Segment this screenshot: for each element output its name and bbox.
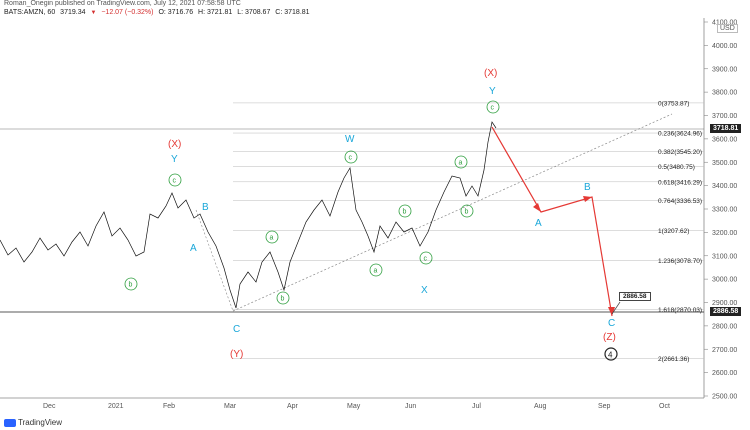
price-chart[interactable]: 4100.00 4000.00 3900.00 3800.00 3700.00 3600.… (0, 18, 750, 416)
price-axis-ticks[interactable]: 4100.00 4000.00 3900.00 3800.00 3700.00 3600.… (704, 20, 737, 401)
subwave-b4: b (465, 209, 469, 216)
fib-level-label: 0.618(3416.29) (658, 179, 702, 186)
time-tick-label: Feb (163, 403, 175, 410)
price-tick-label: 3400.00 (712, 183, 737, 190)
price-tick-label: 3000.00 (712, 277, 737, 284)
symbol-label[interactable]: BATS:AMZN, 60 (4, 9, 56, 16)
time-tick-label: May (347, 403, 361, 410)
time-axis-ticks[interactable]: Dec 2021 Feb Mar Apr May Jun Jul Aug Sep Oct (43, 403, 670, 410)
wave-label-y: Y (171, 154, 178, 165)
arrow-head-c-icon (608, 307, 615, 316)
price-series-line (0, 121, 497, 309)
wave-label-a: A (190, 243, 197, 254)
time-tick-label: 2021 (108, 403, 124, 410)
wave-label-b-proj: B (584, 182, 591, 193)
arrow-head-b-icon (583, 196, 592, 202)
brand-name: TradingView (18, 418, 63, 427)
time-tick-label: Sep (598, 403, 611, 410)
trend-line[interactable] (232, 113, 673, 312)
subwave-a2: a (374, 268, 378, 275)
subwave-c2: c (349, 155, 353, 162)
fib-retracement[interactable]: 0(3753.87) 0.236(3624.96) 0.382(3545.20) 0.… (233, 100, 704, 363)
high-price: H: 3721.81 (198, 9, 233, 16)
wave-label-b: B (202, 202, 209, 213)
tradingview-icon (4, 418, 16, 427)
price-tick-label: 4100.00 (712, 20, 737, 27)
wave-connector-line (195, 209, 234, 312)
price-tick-label: 2600.00 (712, 370, 737, 377)
price-tick-label: 3900.00 (712, 66, 737, 73)
price-callout: 2886.58 (619, 292, 651, 301)
tradingview-logo[interactable]: TradingView (4, 418, 62, 427)
wave-label-y-top: Y (489, 86, 496, 97)
fib-level-label: 0.382(3545.20) (658, 149, 702, 156)
time-tick-label: Aug (534, 403, 547, 410)
green-subwave-labels: c b a b c b a c b a c (124, 100, 500, 305)
plot-area[interactable] (0, 18, 704, 398)
time-tick-label: Mar (224, 403, 237, 410)
wave-labels: (X) Y B A C (Y) W X (X) Y A B C (Z) (168, 68, 616, 360)
close-price: C: 3718.81 (275, 9, 310, 16)
fib-level-label: 1.618(2870.03) (658, 307, 702, 314)
subwave-a1: a (270, 235, 274, 242)
time-tick-label: Apr (287, 403, 299, 410)
price-tick-label: 3100.00 (712, 253, 737, 260)
price-tick-label: 2800.00 (712, 323, 737, 330)
subwave-c4: c (491, 105, 495, 112)
price-tick-label: 2500.00 (712, 394, 737, 401)
price-tick-label: 3200.00 (712, 230, 737, 237)
publish-line: Roman_Onegin published on TradingView.co… (4, 0, 241, 7)
price-tick-label: 3500.00 (712, 160, 737, 167)
projection-path[interactable] (491, 126, 615, 317)
wave-label-x-red: (X) (168, 139, 181, 150)
fib-level-label: 0.764(3336.53) (658, 198, 702, 205)
price-tick-label: 4000.00 (712, 43, 737, 50)
subwave-c3: c (424, 256, 428, 263)
fib-level-label: 1(3207.62) (658, 228, 689, 235)
price-tick-label: 3300.00 (712, 207, 737, 214)
currency-label[interactable]: USD (717, 24, 738, 33)
time-tick-label: Jun (405, 403, 416, 410)
wave-label-c-proj: C (608, 318, 615, 329)
price-tick-label: 3700.00 (712, 113, 737, 120)
last-price: 3719.34 (60, 9, 86, 16)
price-change: −12.07 (−0.32%) (101, 9, 154, 16)
circled-four-label: 4 (608, 351, 613, 360)
wave-label-x: X (421, 285, 428, 296)
subwave-b3: b (403, 209, 407, 216)
arrow-head-a-icon (533, 203, 541, 212)
symbol-quote-line: BATS:AMZN, 60 3719.34 ▼ −12.07 (−0.32%) … (4, 9, 313, 16)
fib-level-label: 0.5(3480.75) (658, 164, 695, 171)
subwave-b1: b (129, 282, 133, 289)
price-tick-label: 3600.00 (712, 136, 737, 143)
wave-label-c: C (233, 324, 240, 335)
wave-label-w: W (345, 134, 355, 145)
price-tick-label: 3800.00 (712, 90, 737, 97)
current-price-tag: 3718.81 (710, 124, 742, 133)
fib-level-label: 0(3753.87) (658, 100, 689, 107)
footer: TradingView (0, 416, 750, 430)
wave-label-z-red: (Z) (603, 332, 616, 343)
level-price-tag: 2886.58 (710, 307, 742, 316)
callout-connector (611, 301, 621, 315)
subwave-b2: b (281, 296, 285, 303)
price-tick-label: 2700.00 (712, 347, 737, 354)
wave-label-x-red-top: (X) (484, 68, 497, 79)
down-triangle-icon: ▼ (90, 10, 97, 16)
low-price: L: 3708.67 (237, 9, 271, 16)
price-tick-label: 2900.00 (712, 300, 737, 307)
fib-level-label: 2(2661.36) (658, 356, 689, 363)
fib-level-label: 0.236(3624.96) (658, 131, 702, 138)
fib-level-label: 1.236(3078.70) (658, 258, 702, 265)
circled-four-icon (604, 347, 618, 361)
wave-label-a-proj: A (535, 218, 542, 229)
time-tick-label: Jul (472, 403, 481, 410)
projection-polyline (491, 126, 613, 317)
subwave-c1: c (173, 178, 177, 185)
wave-label-y-red: (Y) (230, 349, 243, 360)
time-tick-label: Oct (659, 403, 670, 410)
time-tick-label: Dec (43, 403, 56, 410)
subwave-a3: a (459, 160, 463, 167)
open-price: O: 3716.76 (158, 9, 194, 16)
